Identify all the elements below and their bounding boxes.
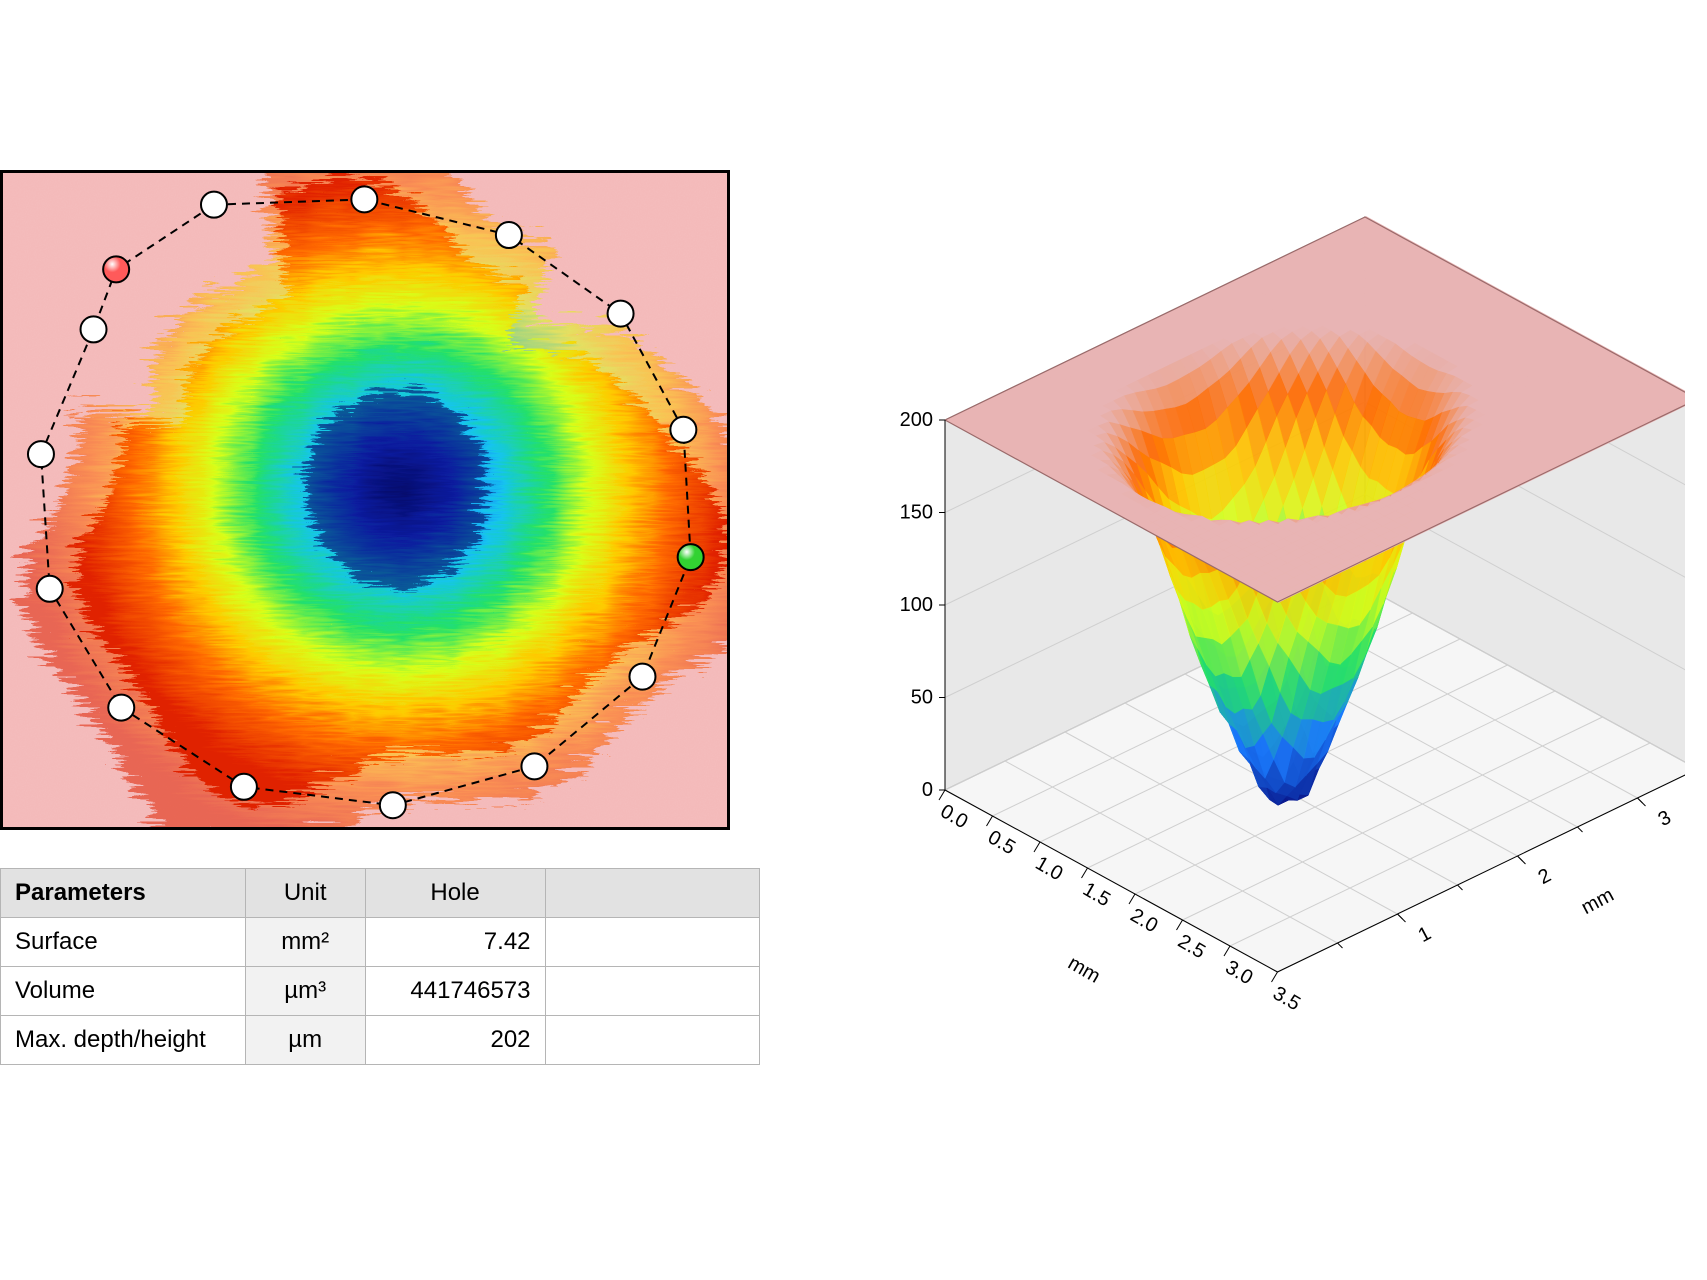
svg-text:2.5: 2.5 — [1174, 930, 1209, 963]
selection-handle[interactable] — [521, 753, 547, 779]
svg-text:200: 200 — [900, 409, 933, 431]
selection-handle[interactable] — [81, 316, 107, 342]
svg-text:3: 3 — [1655, 806, 1675, 831]
table-row: Volumeµm³441746573 — [1, 967, 760, 1016]
svg-text:mm: mm — [1578, 884, 1618, 919]
selection-handle[interactable] — [351, 186, 377, 212]
selection-handle[interactable] — [678, 544, 704, 570]
svg-text:1.5: 1.5 — [1079, 878, 1114, 911]
selection-handle[interactable] — [37, 576, 63, 602]
col-header-hole: Hole — [365, 869, 545, 918]
svg-text:150: 150 — [900, 502, 933, 524]
plot3d-canvas: 0 50 100 150 200 0.0 0.5 1.0 1.5 2.0 2.5 3.0 3.5 mm 1 2… — [815, 140, 1685, 1060]
surface-3d-plot: 0 50 100 150 200 0.0 0.5 1.0 1.5 2.0 2.5 3.0 3.5 mm 1 2… — [815, 140, 1685, 1060]
param-name: Max. depth/height — [1, 1016, 246, 1065]
selection-handle[interactable] — [108, 695, 134, 721]
selection-handle[interactable] — [28, 441, 54, 467]
param-blank — [545, 967, 759, 1016]
svg-text:1.0: 1.0 — [1031, 852, 1066, 885]
param-name: Volume — [1, 967, 246, 1016]
table-row: Surfacemm²7.42 — [1, 918, 760, 967]
topview-heightmap — [0, 170, 730, 830]
selection-handle[interactable] — [103, 256, 129, 282]
col-header-unit: Unit — [245, 869, 365, 918]
col-header-blank — [545, 869, 759, 918]
param-value: 441746573 — [365, 967, 545, 1016]
selection-handle[interactable] — [670, 417, 696, 443]
table-row: Max. depth/heightµm202 — [1, 1016, 760, 1065]
svg-text:3.0: 3.0 — [1221, 956, 1256, 989]
svg-text:mm: mm — [1064, 952, 1104, 988]
selection-handle[interactable] — [231, 774, 257, 800]
param-unit: mm² — [245, 918, 365, 967]
param-name: Surface — [1, 918, 246, 967]
param-blank — [545, 1016, 759, 1065]
param-unit: µm³ — [245, 967, 365, 1016]
topview-canvas — [3, 173, 730, 830]
svg-text:1: 1 — [1415, 922, 1435, 947]
param-value: 7.42 — [365, 918, 545, 967]
svg-text:3.5: 3.5 — [1269, 982, 1304, 1015]
selection-handle[interactable] — [496, 222, 522, 248]
svg-text:0: 0 — [922, 779, 933, 801]
svg-text:0.0: 0.0 — [936, 800, 971, 833]
param-blank — [545, 918, 759, 967]
selection-handle[interactable] — [629, 664, 655, 690]
selection-handle[interactable] — [380, 792, 406, 818]
svg-text:100: 100 — [900, 594, 933, 616]
selection-handle[interactable] — [201, 192, 227, 218]
param-value: 202 — [365, 1016, 545, 1065]
svg-text:2.0: 2.0 — [1126, 904, 1161, 937]
param-unit: µm — [245, 1016, 365, 1065]
col-header-parameters: Parameters — [1, 869, 246, 918]
svg-text:50: 50 — [911, 687, 933, 709]
selection-handle[interactable] — [608, 301, 634, 327]
svg-text:2: 2 — [1535, 864, 1555, 889]
parameters-table: Parameters Unit Hole Surfacemm²7.42Volum… — [0, 868, 760, 1065]
svg-text:0.5: 0.5 — [984, 826, 1019, 859]
